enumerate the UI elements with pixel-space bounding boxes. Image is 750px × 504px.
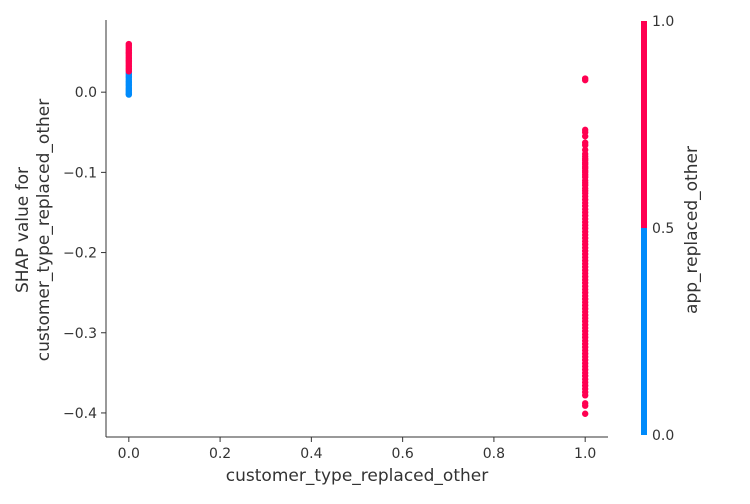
y-tick-label: −0.2 bbox=[63, 246, 97, 262]
y-axis-label: SHAP value for customer_type_replaced_ot… bbox=[13, 99, 54, 361]
scatter-point bbox=[581, 141, 589, 149]
x-tick-label: 0.6 bbox=[392, 446, 414, 462]
x-tick-label: 1.0 bbox=[574, 446, 596, 462]
scatter-point bbox=[581, 402, 589, 409]
y-axis-label-line-1: SHAP value for bbox=[13, 167, 33, 293]
scatter-point bbox=[125, 40, 133, 48]
x-axis-ticks: 0.0 0.2 0.4 0.6 0.8 1.0 bbox=[118, 437, 596, 462]
colorbar-label: app_replaced_other bbox=[682, 146, 702, 314]
y-tick-label: −0.4 bbox=[63, 406, 97, 422]
colorbar bbox=[641, 21, 647, 435]
colorbar-ticks: 0.0 0.5 1.0 bbox=[652, 14, 674, 444]
x-axis-label: customer_type_replaced_other bbox=[226, 466, 488, 486]
colorbar-tick-label: 1.0 bbox=[652, 14, 674, 30]
scatter-points bbox=[125, 40, 589, 417]
x-tick-label: 0.4 bbox=[300, 446, 322, 462]
scatter-point bbox=[581, 410, 589, 417]
scatter-point bbox=[581, 133, 589, 140]
y-tick-label: 0.0 bbox=[75, 85, 97, 101]
x-tick-label: 0.2 bbox=[209, 446, 231, 462]
scatter-point bbox=[581, 392, 589, 399]
scatter-point bbox=[581, 76, 589, 84]
y-axis-label-line-2: customer_type_replaced_other bbox=[34, 99, 54, 361]
colorbar-tick-label: 0.5 bbox=[652, 221, 674, 237]
x-tick-label: 0.0 bbox=[118, 446, 140, 462]
y-tick-label: −0.1 bbox=[63, 165, 97, 181]
y-axis-ticks: 0.0 −0.1 −0.2 −0.3 −0.4 bbox=[63, 85, 106, 422]
colorbar-tick-label: 0.0 bbox=[652, 428, 674, 444]
x-tick-label: 0.8 bbox=[483, 446, 505, 462]
y-tick-label: −0.3 bbox=[63, 326, 97, 342]
